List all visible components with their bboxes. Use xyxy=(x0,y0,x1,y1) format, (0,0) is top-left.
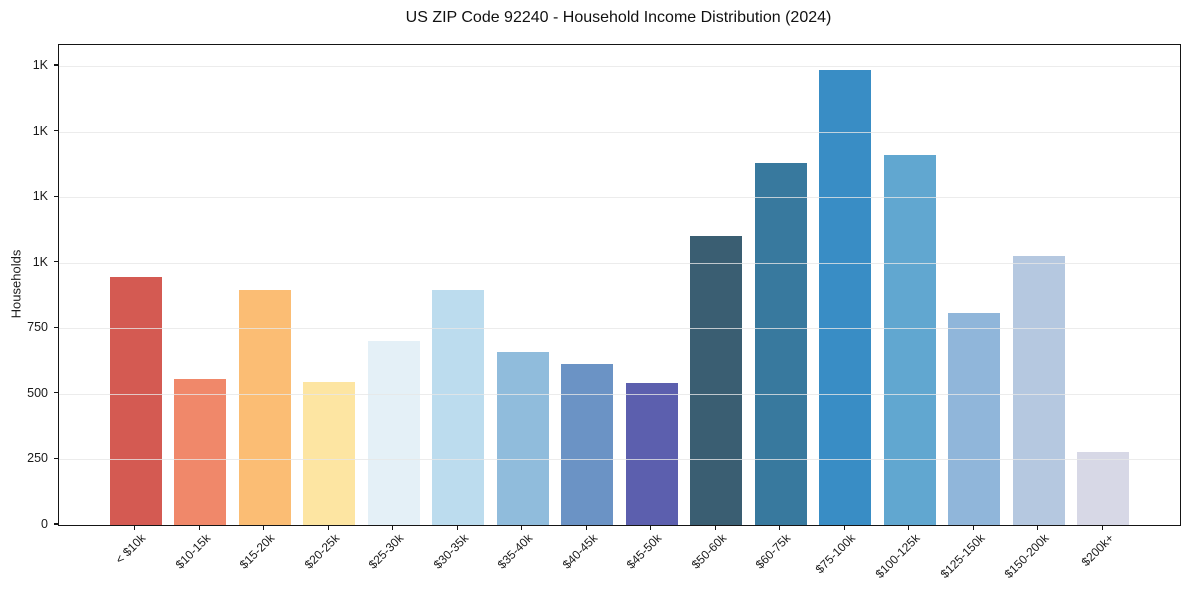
x-tick-mark xyxy=(521,525,523,530)
gridline xyxy=(59,328,1180,330)
x-tick-mark xyxy=(1037,525,1039,530)
x-tick-mark xyxy=(908,525,910,530)
x-tick-label: < $10k xyxy=(113,531,149,567)
x-tick-mark xyxy=(198,525,200,530)
gridline xyxy=(59,131,1180,133)
bar xyxy=(367,341,420,525)
y-tick-mark xyxy=(53,261,58,263)
x-tick-label: $40-45k xyxy=(559,531,601,572)
gridline xyxy=(59,197,1180,199)
bar xyxy=(238,290,291,525)
x-tick-mark xyxy=(263,525,265,530)
x-tick-label: $50-60k xyxy=(688,531,730,572)
x-tick-label: $45-50k xyxy=(624,531,665,572)
x-tick-mark xyxy=(456,525,458,530)
bar xyxy=(303,382,356,525)
x-tick-mark xyxy=(650,525,652,530)
x-tick-label: $150-200k xyxy=(1001,531,1052,582)
x-tick-label: $60-75k xyxy=(753,531,794,572)
x-tick-label: $100-125k xyxy=(872,531,923,582)
y-tick-mark xyxy=(53,195,58,197)
x-tick-mark xyxy=(972,525,974,530)
y-tick-label: 1K xyxy=(32,189,48,204)
y-tick-mark xyxy=(53,457,58,459)
y-tick-mark xyxy=(53,64,58,66)
chart-title: US ZIP Code 92240 - Household Income Dis… xyxy=(405,9,832,26)
y-tick-mark xyxy=(53,129,58,132)
bar xyxy=(948,312,1001,525)
y-tick-mark xyxy=(53,326,58,328)
y-tick-label: 250 xyxy=(27,451,48,466)
bar xyxy=(1077,451,1130,525)
bar xyxy=(109,277,162,525)
x-tick-mark xyxy=(843,525,845,530)
bar xyxy=(883,155,936,525)
bar xyxy=(174,379,227,525)
x-tick-mark xyxy=(392,525,394,530)
x-tick-label: $125-150k xyxy=(937,531,988,582)
x-tick-label: $25-30k xyxy=(366,531,407,572)
bar xyxy=(690,236,743,525)
bar xyxy=(432,290,485,525)
x-tick-mark xyxy=(134,525,136,530)
y-tick-label: 0 xyxy=(41,517,48,531)
x-tick-label: $35-40k xyxy=(495,531,536,572)
y-tick-label: 1K xyxy=(32,57,48,72)
bar xyxy=(754,163,807,525)
x-tick-label: $200k+ xyxy=(1078,531,1117,569)
gridline xyxy=(59,262,1180,264)
bar xyxy=(625,383,678,525)
gridline xyxy=(59,393,1180,395)
x-tick-mark xyxy=(779,525,781,530)
y-tick-mark xyxy=(53,523,58,525)
bar xyxy=(819,69,872,525)
y-tick-label: 1K xyxy=(32,254,48,269)
bar xyxy=(1012,256,1065,525)
x-tick-mark xyxy=(585,525,587,530)
y-tick-label: 500 xyxy=(27,385,48,400)
y-tick-mark xyxy=(53,392,58,394)
gridline xyxy=(59,65,1180,67)
y-tick-label: 1K xyxy=(32,123,48,138)
plot-area xyxy=(58,44,1181,526)
x-tick-mark xyxy=(714,525,716,530)
x-tick-label: $10-15k xyxy=(172,531,214,572)
gridline xyxy=(59,459,1180,461)
bar xyxy=(496,351,549,525)
x-tick-label: $30-35k xyxy=(430,531,472,572)
x-tick-label: $75-100k xyxy=(812,531,859,577)
bar xyxy=(561,363,614,525)
x-tick-mark xyxy=(327,525,329,530)
x-tick-label: $15-20k xyxy=(237,531,278,572)
x-tick-label: $20-25k xyxy=(301,531,343,572)
y-tick-label: 750 xyxy=(27,320,48,335)
x-tick-mark xyxy=(1101,525,1103,530)
